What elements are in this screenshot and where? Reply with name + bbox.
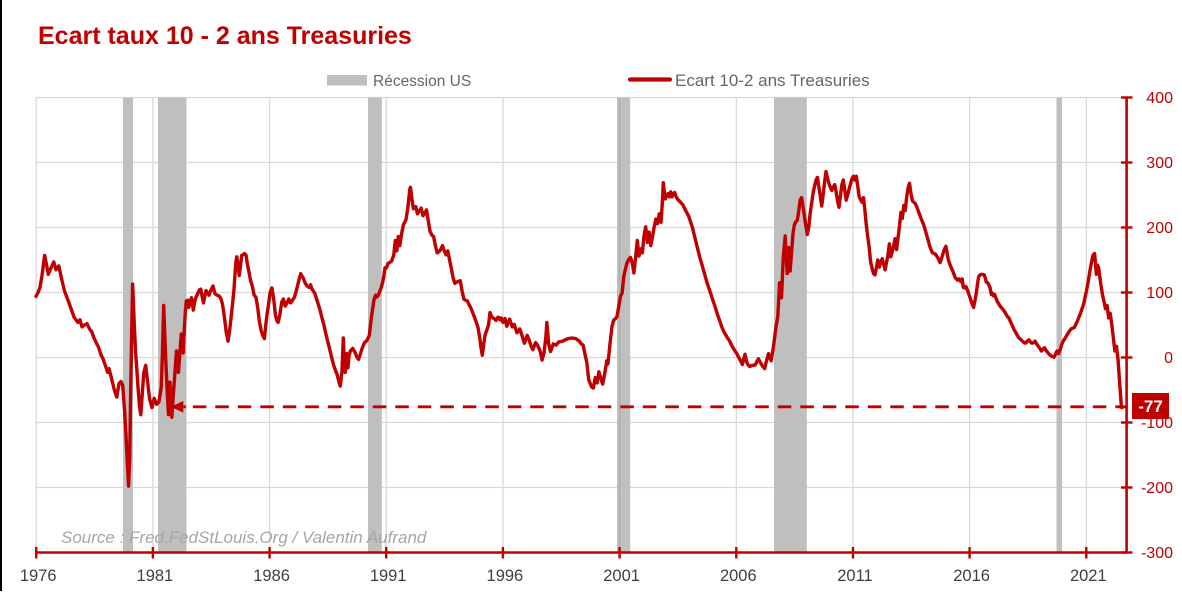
svg-text:-200: -200 [1141,480,1173,497]
svg-text:200: 200 [1146,220,1173,237]
svg-text:-300: -300 [1141,545,1173,562]
svg-text:-100: -100 [1141,415,1173,432]
svg-text:1996: 1996 [487,567,524,585]
svg-text:2021: 2021 [1070,567,1107,585]
svg-text:2016: 2016 [953,567,990,585]
svg-text:2001: 2001 [603,567,640,585]
svg-text:1986: 1986 [253,567,290,585]
svg-text:Ecart 10-2 ans Treasuries: Ecart 10-2 ans Treasuries [675,71,870,90]
svg-text:1981: 1981 [137,567,174,585]
svg-text:Ecart taux 10 - 2 ans Treasuri: Ecart taux 10 - 2 ans Treasuries [38,22,412,50]
svg-text:2006: 2006 [720,567,757,585]
svg-text:0: 0 [1164,350,1173,367]
svg-text:400: 400 [1146,90,1173,107]
svg-text:1976: 1976 [20,567,57,585]
svg-text:100: 100 [1146,285,1173,302]
svg-text:1991: 1991 [370,567,407,585]
svg-text:Récession US: Récession US [373,73,471,90]
svg-text:300: 300 [1146,155,1173,172]
svg-text:2011: 2011 [837,567,872,585]
svg-text:-77: -77 [1138,397,1163,416]
svg-text:Source : Fred.FedStLouis.Org /: Source : Fred.FedStLouis.Org / Valentin … [61,528,427,547]
